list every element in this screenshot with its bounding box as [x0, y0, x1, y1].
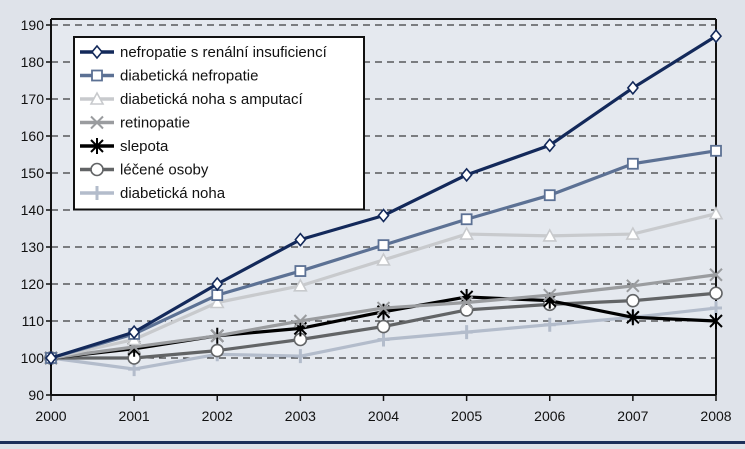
y-tick-label: 90	[28, 387, 44, 403]
legend-item: léčené osoby	[80, 162, 209, 179]
data-point-diamond	[44, 350, 58, 366]
x-tick-label: 2000	[35, 408, 66, 424]
data-point-plus	[460, 325, 473, 340]
data-point-square	[710, 144, 722, 157]
data-point-diamond	[377, 208, 390, 223]
y-tick-label: 190	[21, 17, 45, 33]
data-point-plus	[377, 332, 390, 347]
x-tick-label: 2002	[202, 408, 233, 424]
legend-item: nefropatie s renální insuficiencí	[80, 44, 328, 61]
data-point-triangle	[376, 252, 391, 266]
data-point-triangle	[542, 228, 558, 242]
x-tick-label: 2006	[534, 408, 565, 424]
data-point-triangle	[708, 206, 724, 220]
data-point-diamond	[626, 80, 639, 96]
legend-label: nefropatie s renální insuficiencí	[120, 44, 328, 61]
legend-item: slepota	[80, 138, 169, 155]
y-tick-label: 100	[21, 350, 45, 366]
data-point-asterisk	[626, 309, 640, 326]
legend-label: retinopatie	[120, 115, 190, 132]
y-tick-label: 110	[22, 313, 45, 329]
x-tick-label: 2001	[119, 408, 150, 424]
data-point-x	[543, 288, 557, 302]
data-point-x	[459, 295, 474, 310]
data-point-asterisk	[709, 313, 723, 329]
legend: nefropatie s renální insuficiencí diabeti…	[73, 36, 365, 211]
data-point-x	[376, 301, 391, 315]
data-point-circle	[376, 319, 391, 334]
legend-label: diabetická noha	[120, 185, 226, 202]
series-group	[43, 28, 724, 377]
x-tick-label: 2004	[368, 408, 399, 424]
legend-item: retinopatie	[80, 115, 190, 132]
data-point-plus	[91, 186, 103, 200]
data-point-square	[543, 189, 556, 202]
data-point-triangle	[89, 91, 105, 105]
data-point-square	[211, 289, 224, 302]
data-point-diamond	[211, 276, 224, 292]
data-point-square	[460, 213, 473, 226]
x-tick-label: 2008	[700, 408, 731, 424]
data-point-circle	[210, 343, 225, 358]
data-point-plus	[710, 301, 722, 316]
data-point-diamond	[543, 138, 556, 153]
legend-label: diabetická nefropatie	[120, 68, 258, 85]
y-tick-label: 180	[21, 54, 45, 70]
legend-label: slepota	[120, 138, 169, 155]
data-point-diamond	[709, 28, 723, 44]
series-0	[44, 28, 723, 366]
data-point-triangle	[293, 278, 308, 292]
data-point-circle	[709, 286, 723, 301]
data-point-diamond	[294, 232, 307, 247]
data-point-triangle	[209, 294, 225, 309]
data-point-square	[377, 239, 390, 252]
data-point-plus	[543, 317, 556, 332]
data-point-diamond	[460, 167, 473, 183]
x-tick-label: 2003	[285, 408, 316, 424]
legend-label: diabetická noha s amputací	[120, 91, 303, 108]
x-tick-label: 2005	[451, 408, 482, 424]
axes: 90 100 110 120 130 140 150 160 170 180 190 2000 2001…	[21, 17, 732, 424]
data-point-diamond	[128, 324, 141, 340]
y-tick-label: 160	[21, 128, 45, 144]
data-point-x	[90, 115, 104, 130]
data-point-asterisk	[90, 138, 104, 154]
y-tick-label: 170	[21, 91, 45, 107]
y-tick-label: 150	[21, 165, 45, 181]
data-point-plus	[294, 349, 307, 364]
x-tick-label: 2007	[617, 408, 648, 424]
data-point-x	[210, 329, 224, 343]
legend-box	[73, 36, 365, 211]
data-point-circle	[626, 293, 640, 308]
data-point-triangle	[625, 226, 641, 240]
y-tick-label: 140	[21, 202, 45, 218]
data-point-square	[626, 157, 639, 170]
data-point-square	[294, 265, 307, 277]
legend-item: diabetická noha s amputací	[80, 91, 303, 108]
data-point-circle	[90, 162, 104, 177]
data-point-x	[293, 314, 308, 328]
data-point-x	[626, 279, 640, 293]
legend-label: léčené osoby	[120, 162, 209, 179]
legend-item: diabetická noha	[80, 185, 226, 202]
y-tick-label: 130	[21, 239, 45, 255]
data-point-x	[709, 268, 723, 282]
y-tick-label: 120	[21, 276, 45, 292]
data-point-diamond	[90, 44, 104, 60]
legend-item: diabetická nefropatie	[80, 68, 258, 85]
data-point-triangle	[459, 226, 474, 240]
data-point-square	[91, 69, 103, 82]
